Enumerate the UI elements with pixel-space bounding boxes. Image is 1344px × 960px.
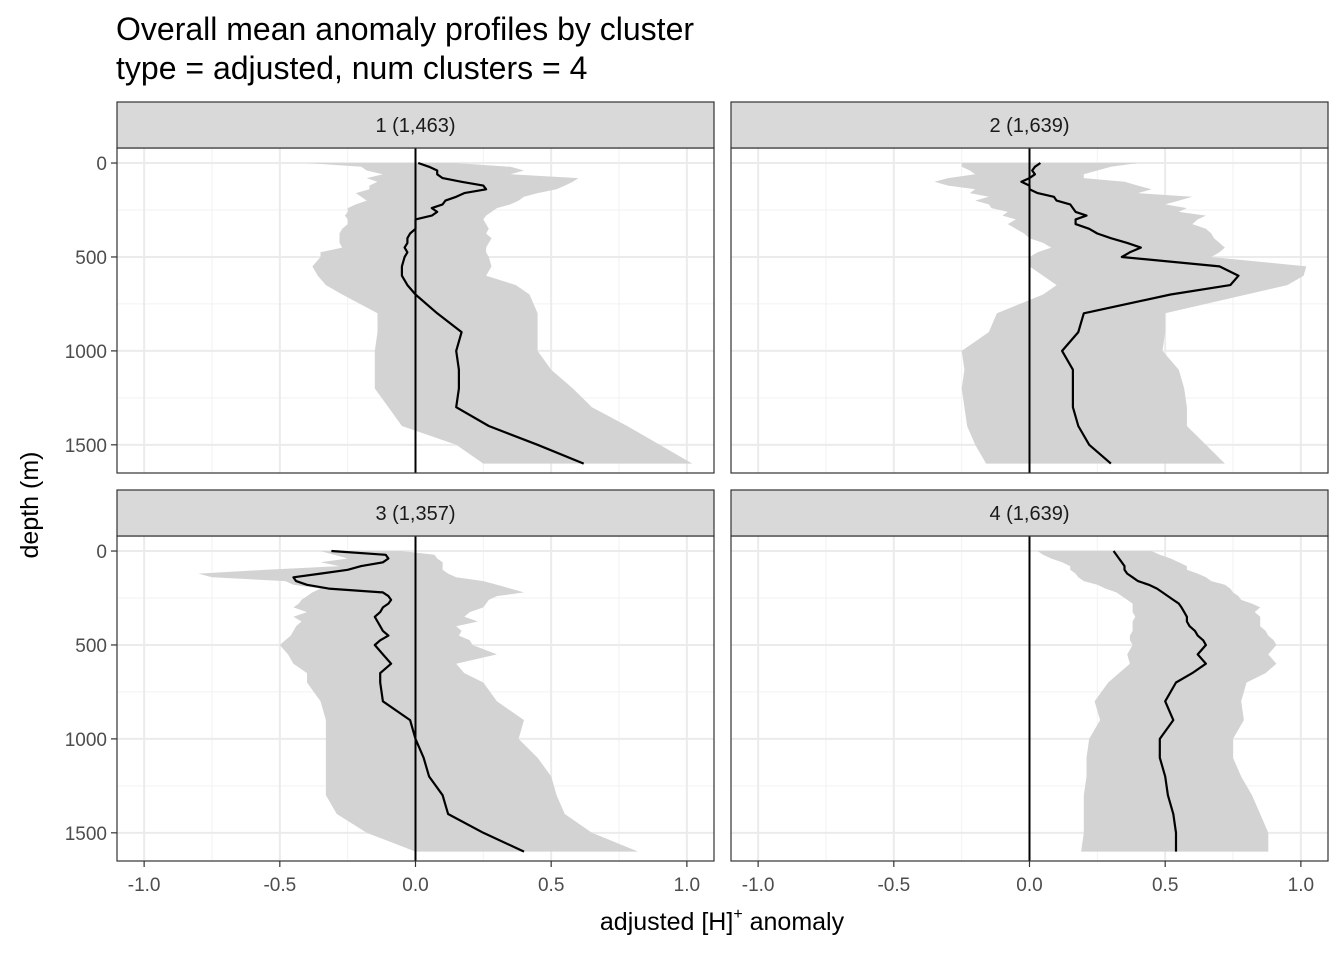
y-tick-label: 0 <box>96 542 107 563</box>
x-tick-label: 0.5 <box>1152 875 1178 896</box>
chart-subtitle: type = adjusted, num clusters = 4 <box>116 50 587 86</box>
facet-strip <box>730 489 1329 537</box>
anomaly-range-ribbon <box>307 163 693 464</box>
mean-anomaly-line <box>1112 550 1208 852</box>
x-tick-label: 1.0 <box>674 875 700 896</box>
facet-strip <box>116 489 715 537</box>
y-tick-label: 1500 <box>65 824 107 845</box>
x-tick-label: 0.0 <box>402 875 428 896</box>
facet-strip-label: 1 (1,463) <box>375 115 455 137</box>
facet-strip-label: 3 (1,357) <box>375 503 455 525</box>
x-tick-label: -0.5 <box>263 875 296 896</box>
facet-strip <box>116 101 715 149</box>
anomaly-range-ribbon <box>1037 551 1277 852</box>
chart-title: Overall mean anomaly profiles by cluster <box>116 11 694 47</box>
panels-layer: 1 (1,463) 0 500 1000 1500 2 (1,639) 3 (1,357) 0… <box>65 101 1329 896</box>
facet-strip <box>730 101 1329 149</box>
mean-anomaly-line <box>400 161 585 465</box>
x-tick-label: -1.0 <box>742 875 775 896</box>
y-tick-label: 500 <box>75 636 107 657</box>
x-axis-title-main: adjusted [H] <box>600 908 733 936</box>
x-tick-label: -1.0 <box>128 875 161 896</box>
x-tick-label: 0.0 <box>1016 875 1042 896</box>
x-axis-title-tail: anomaly <box>743 908 845 936</box>
x-tick-label: 1.0 <box>1288 875 1314 896</box>
anomaly-range-ribbon <box>934 163 1307 464</box>
facet-strip-label: 4 (1,639) <box>989 503 1069 525</box>
x-tick-label: 0.5 <box>538 875 564 896</box>
x-axis-title: adjusted [H]+ anomaly <box>600 906 845 936</box>
y-tick-label: 1500 <box>65 436 107 457</box>
x-axis-title-superscript: + <box>733 906 742 923</box>
panel-2: 2 (1,639) <box>730 101 1329 474</box>
mean-anomaly-line <box>292 549 525 853</box>
anomaly-range-ribbon <box>198 551 638 852</box>
panel-3: 3 (1,357) 0 500 1000 1500 -1.0 -0.5 0.0 0.5 1.0 <box>65 489 715 896</box>
y-tick-label: 0 <box>96 154 107 175</box>
y-tick-label: 500 <box>75 248 107 269</box>
panel-4: 4 (1,639) -1.0 -0.5 0.0 0.5 1.0 <box>730 489 1329 896</box>
y-axis-title: depth (m) <box>16 452 44 559</box>
y-tick-label: 1000 <box>65 730 107 751</box>
x-tick-label: -0.5 <box>877 875 910 896</box>
y-tick-label: 1000 <box>65 342 107 363</box>
mean-anomaly-line <box>1020 162 1240 465</box>
panel-1: 1 (1,463) 0 500 1000 1500 <box>65 101 715 474</box>
facet-strip-label: 2 (1,639) <box>989 115 1069 137</box>
